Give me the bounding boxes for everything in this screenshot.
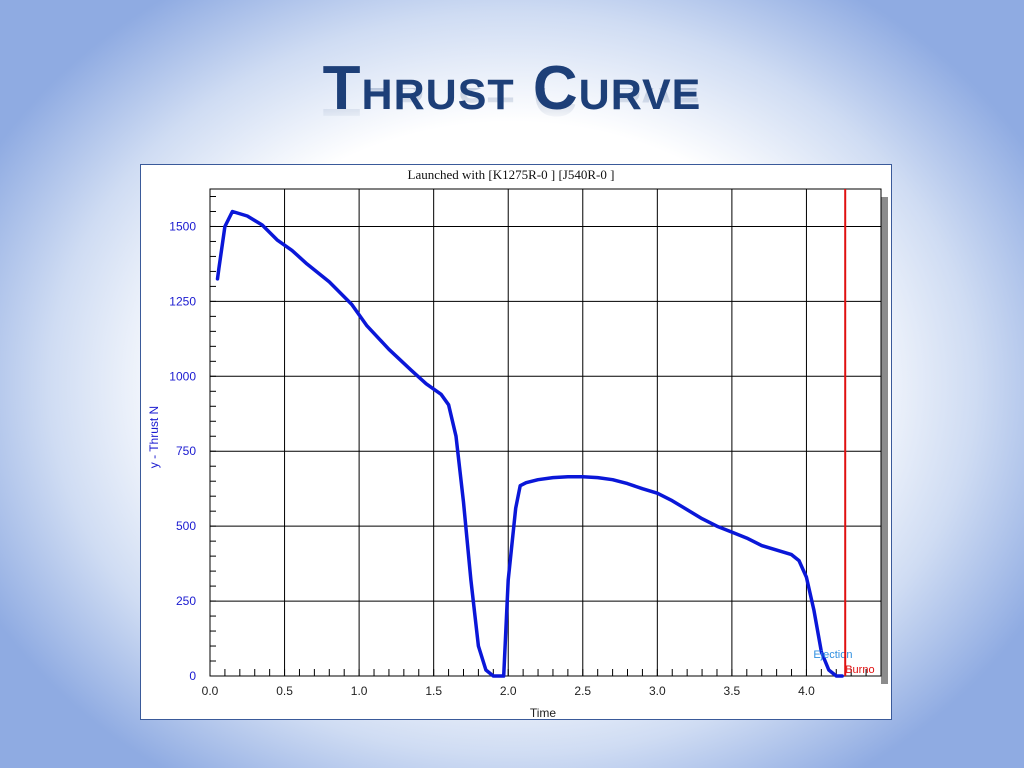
slide-title-reflection: Thrust Curve <box>322 88 702 124</box>
x-tick-label: 2.5 <box>574 684 591 698</box>
x-axis-label: Time <box>530 706 557 719</box>
y-tick-label: 1500 <box>169 219 196 233</box>
plot-area <box>209 188 882 677</box>
y-tick-label: 250 <box>176 594 196 608</box>
x-tick-label: 1.0 <box>351 684 368 698</box>
thrust-series-line <box>215 209 844 678</box>
y-tick-labels: 0 250 500 750 1000 1250 1500 <box>169 219 196 683</box>
y-tick-label: 750 <box>176 444 196 458</box>
x-tick-label: 4.0 <box>798 684 815 698</box>
x-tick-label: 2.0 <box>500 684 517 698</box>
x-tick-label: 3.0 <box>649 684 666 698</box>
y-tick-label: 1250 <box>169 294 196 308</box>
thrust-chart: Ejection Burno 0.0 0.5 1.0 1.5 2.0 2.5 3.0 3.5 4.… <box>147 167 888 719</box>
slide-title: Thrust Curve <box>322 54 702 123</box>
y-tick-label: 1000 <box>169 369 196 383</box>
marker-group: Ejection Burno <box>813 189 875 676</box>
chart-frame: Ejection Burno 0.0 0.5 1.0 1.5 2.0 2.5 3.0 3.5 4.… <box>140 164 892 720</box>
x-tick-labels: 0.0 0.5 1.0 1.5 2.0 2.5 3.0 3.5 4.0 <box>202 684 815 698</box>
y-tick-label: 0 <box>189 669 196 683</box>
plot-shadow <box>881 197 888 684</box>
burnout-marker-label: Burno <box>845 664 874 676</box>
x-tick-label: 1.5 <box>425 684 442 698</box>
plot-shadow-right <box>881 197 888 684</box>
series-group <box>215 209 844 678</box>
y-tick-label: 500 <box>176 519 196 533</box>
ejection-marker-label: Ejection <box>813 649 852 661</box>
x-tick-label: 0.0 <box>202 684 219 698</box>
x-tick-label: 0.5 <box>276 684 293 698</box>
chart-grid <box>210 189 881 676</box>
y-axis-label: y - Thrust N <box>147 406 161 468</box>
minor-ticks <box>209 195 882 677</box>
x-tick-label: 3.5 <box>724 684 741 698</box>
chart-title: Launched with [K1275R-0 ] [J540R-0 ] <box>408 167 615 182</box>
